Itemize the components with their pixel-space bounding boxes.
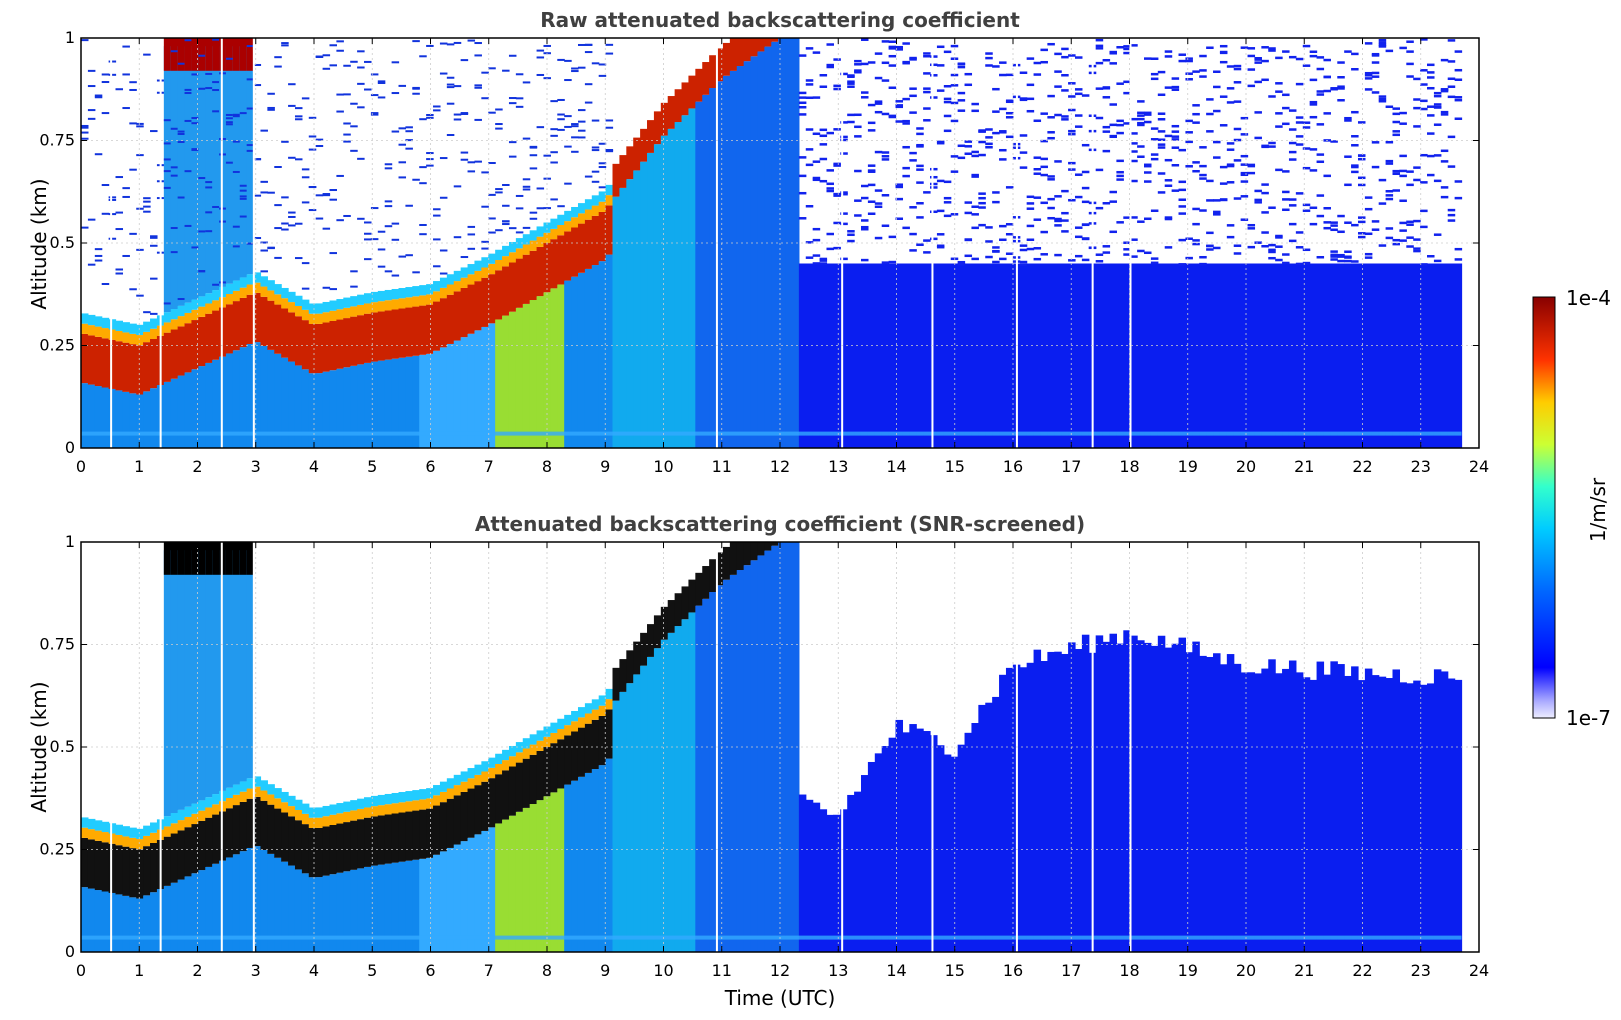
x-tick-label: 23 xyxy=(1411,961,1431,980)
x-tick-label: 18 xyxy=(1119,457,1139,476)
y-tick-label: 1 xyxy=(65,532,75,551)
x-tick-label: 17 xyxy=(1061,961,1081,980)
x-tick-label: 11 xyxy=(712,457,732,476)
x-tick-label: 24 xyxy=(1469,961,1489,980)
x-tick-label: 20 xyxy=(1236,457,1256,476)
x-tick-label: 4 xyxy=(309,961,319,980)
x-tick-label: 6 xyxy=(425,961,435,980)
x-tick-label: 22 xyxy=(1352,961,1372,980)
x-tick-label: 14 xyxy=(886,457,906,476)
x-tick-label: 10 xyxy=(653,961,673,980)
heatmap-cells xyxy=(81,542,1463,952)
x-tick-label: 12 xyxy=(770,961,790,980)
y-tick-label: 0 xyxy=(65,438,75,457)
raw-panel-title: Raw attenuated backscattering coefficien… xyxy=(540,8,1020,32)
x-tick-label: 10 xyxy=(653,457,673,476)
x-tick-label: 3 xyxy=(251,457,261,476)
y-tick-label: 0.25 xyxy=(39,840,75,859)
raw-y-axis-label: Altitude (km) xyxy=(27,178,51,310)
panel-raw: 0 1 2 3 4 5 6 7 8 9 10 11 12 13 14 15 16 17 18 19 20 21 22 23 24… xyxy=(39,28,1489,476)
x-tick-label: 12 xyxy=(770,457,790,476)
x-tick-label: 7 xyxy=(484,961,494,980)
y-tick-label: 0.5 xyxy=(50,737,75,756)
y-tick-label: 1 xyxy=(65,28,75,47)
heatmap-cells xyxy=(81,38,1463,449)
screened-panel-title: Attenuated backscattering coefficient (S… xyxy=(474,512,1086,536)
x-tick-label: 2 xyxy=(192,457,202,476)
x-tick-label: 2 xyxy=(192,961,202,980)
panel-screened: 0 1 2 3 4 5 6 7 8 9 10 11 12 13 14 15 16 17 18 19 20 21 22 23 24… xyxy=(39,532,1489,980)
x-tick-label: 13 xyxy=(828,961,848,980)
y-tick-label: 0.5 xyxy=(50,233,75,252)
x-tick-label: 3 xyxy=(251,961,261,980)
x-tick-label: 6 xyxy=(425,457,435,476)
x-tick-label: 17 xyxy=(1061,457,1081,476)
x-tick-label: 4 xyxy=(309,457,319,476)
colorbar-min-label: 1e-7 xyxy=(1566,706,1611,730)
x-tick-label: 8 xyxy=(542,457,552,476)
x-tick-label: 0 xyxy=(76,961,86,980)
x-tick-label: 13 xyxy=(828,457,848,476)
x-tick-label: 20 xyxy=(1236,961,1256,980)
x-axis-label: Time (UTC) xyxy=(724,986,836,1010)
screened-y-axis-label: Altitude (km) xyxy=(27,681,51,813)
x-tick-label: 23 xyxy=(1411,457,1431,476)
x-tick-label: 9 xyxy=(600,457,610,476)
x-tick-label: 5 xyxy=(367,961,377,980)
x-tick-label: 16 xyxy=(1003,457,1023,476)
y-tick-label: 0.75 xyxy=(39,131,75,150)
colorbar xyxy=(1532,296,1556,719)
x-tick-label: 15 xyxy=(945,961,965,980)
x-tick-label: 9 xyxy=(600,961,610,980)
x-tick-label: 19 xyxy=(1178,961,1198,980)
x-tick-label: 24 xyxy=(1469,457,1489,476)
x-tick-label: 0 xyxy=(76,457,86,476)
grid xyxy=(81,38,1479,448)
y-tick-label: 0.25 xyxy=(39,336,75,355)
x-tick-label: 1 xyxy=(134,961,144,980)
x-tick-label: 1 xyxy=(134,457,144,476)
y-tick-label: 0 xyxy=(65,942,75,961)
x-tick-label: 22 xyxy=(1352,457,1372,476)
y-tick-label: 0.75 xyxy=(39,635,75,654)
grid xyxy=(81,542,1479,952)
x-tick-label: 16 xyxy=(1003,961,1023,980)
colorbar-gradient xyxy=(1532,296,1556,719)
x-tick-label: 21 xyxy=(1294,961,1314,980)
x-tick-label: 7 xyxy=(484,457,494,476)
x-tick-label: 18 xyxy=(1119,961,1139,980)
x-tick-label: 14 xyxy=(886,961,906,980)
x-tick-label: 15 xyxy=(945,457,965,476)
x-tick-label: 21 xyxy=(1294,457,1314,476)
x-tick-label: 8 xyxy=(542,961,552,980)
colorbar-max-label: 1e-4 xyxy=(1566,286,1611,310)
x-tick-label: 19 xyxy=(1178,457,1198,476)
x-tick-label: 11 xyxy=(712,961,732,980)
x-tick-label: 5 xyxy=(367,457,377,476)
colorbar-label: 1/m/sr xyxy=(1586,477,1610,543)
